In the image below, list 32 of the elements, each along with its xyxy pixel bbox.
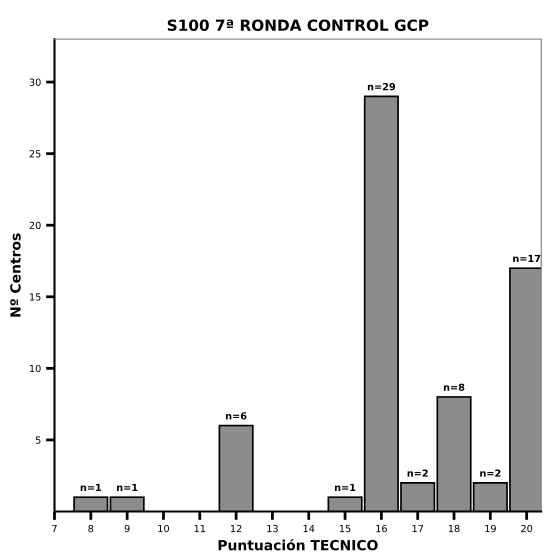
x-tick-label: 7	[52, 524, 57, 532]
data-label: n=2	[480, 469, 500, 477]
y-axis-title: Nº Centros	[10, 233, 21, 317]
x-tick-label: 14	[304, 524, 314, 532]
chart-title: S100 7ª RONDA CONTROL GCP	[168, 19, 428, 32]
data-label: n=2	[408, 469, 428, 477]
x-axis-title: Puntuación TECNICO	[218, 539, 378, 550]
y-tick-label: 20	[30, 222, 41, 230]
x-tick-label: 18	[448, 524, 460, 532]
x-tick-label: 20	[521, 524, 532, 532]
x-tick-label: 11	[194, 524, 206, 532]
x-tick-label: 10	[158, 524, 169, 532]
x-tick-label: 15	[340, 524, 350, 532]
x-tick-label: 9	[124, 524, 130, 532]
x-tick-label: 13	[267, 524, 278, 532]
y-tick-label: 10	[30, 364, 41, 372]
data-label: n=17	[513, 254, 540, 262]
x-tick-label: 19	[485, 524, 496, 532]
data-label: n=6	[226, 412, 246, 420]
data-label: n=29	[368, 82, 396, 90]
x-tick-label: 17	[412, 524, 424, 532]
y-tick-label: 15	[30, 293, 40, 301]
y-tick-label: 30	[30, 78, 41, 86]
y-tick-label: 25	[30, 150, 40, 158]
data-label: n=8	[444, 384, 464, 391]
data-label: n=1	[117, 484, 138, 491]
x-tick-label: 8	[88, 524, 94, 532]
y-tick-label: 5	[36, 436, 40, 444]
x-tick-label: 12	[230, 524, 242, 532]
data-label: n=1	[80, 484, 102, 491]
x-tick-label: 16	[376, 524, 387, 532]
data-label: n=1	[334, 484, 356, 491]
